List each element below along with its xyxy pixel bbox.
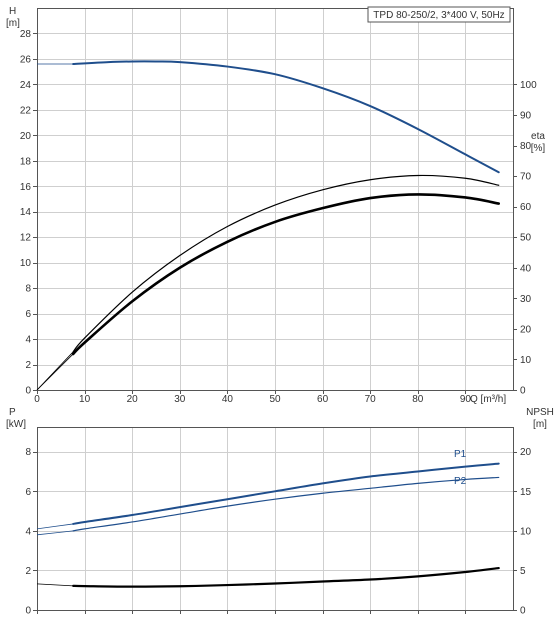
right-tick-label: 0 xyxy=(520,606,526,617)
left-tick-label: 26 xyxy=(20,54,32,65)
x-tick-label: 20 xyxy=(127,394,139,405)
left-tick-label: 4 xyxy=(25,526,31,537)
x-tick-label: 40 xyxy=(222,394,234,405)
right-axis-unit: [m] xyxy=(533,419,547,430)
left-axis-unit: [m] xyxy=(6,18,20,29)
left-tick-label: 22 xyxy=(20,105,32,116)
series-label: P2 xyxy=(454,476,467,487)
left-tick-label: 12 xyxy=(20,233,32,244)
series-line xyxy=(72,476,500,532)
right-axis-label: eta xyxy=(531,131,545,142)
left-tick-label: 24 xyxy=(20,80,32,91)
series-lead-in xyxy=(36,353,74,391)
right-tick-label: 50 xyxy=(520,233,532,244)
right-tick-label: 10 xyxy=(520,526,532,537)
right-tick-label: 80 xyxy=(520,141,532,152)
right-tick-label: 100 xyxy=(520,80,537,91)
x-tick-label: 30 xyxy=(174,394,186,405)
right-tick-label: 30 xyxy=(520,294,532,305)
left-tick-label: 28 xyxy=(20,29,32,40)
x-axis-label: Q [m³/h] xyxy=(470,394,506,405)
left-tick-label: 6 xyxy=(25,487,31,498)
left-tick-label: 0 xyxy=(25,386,31,397)
right-tick-label: 5 xyxy=(520,566,526,577)
left-tick-label: 8 xyxy=(25,284,31,295)
right-tick-label: 0 xyxy=(520,386,526,397)
title-box: TPD 80-250/2, 3*400 V, 50Hz xyxy=(367,6,511,23)
x-tick-label: 70 xyxy=(365,394,377,405)
left-tick-label: 8 xyxy=(25,447,31,458)
series-lead-in xyxy=(36,530,74,536)
plot-frame xyxy=(37,8,514,391)
right-tick-label: 15 xyxy=(520,487,532,498)
left-tick-label: 18 xyxy=(20,156,32,167)
x-tick-label: 0 xyxy=(34,394,40,405)
series-line xyxy=(72,462,500,525)
right-tick-label: 20 xyxy=(520,447,532,458)
x-tick-label: 80 xyxy=(412,394,424,405)
left-tick-label: 0 xyxy=(25,606,31,617)
x-tick-label: 60 xyxy=(317,394,329,405)
right-axis-unit: [%] xyxy=(531,143,546,154)
series-lead-in xyxy=(36,583,74,587)
left-tick-label: 2 xyxy=(25,566,31,577)
left-tick-label: 4 xyxy=(25,335,31,346)
left-tick-label: 2 xyxy=(25,360,31,371)
right-tick-label: 40 xyxy=(520,263,532,274)
lower-panel: 0 2 4 6 8 0 5 10 15 20 P[kW] NPSH[m] P1 P2 xyxy=(6,407,554,617)
left-tick-label: 20 xyxy=(20,131,32,142)
plot-frame xyxy=(37,427,514,611)
right-tick-label: 90 xyxy=(520,110,532,121)
right-tick-label: 20 xyxy=(520,324,532,335)
x-tick-label: 10 xyxy=(79,394,91,405)
left-tick-label: 10 xyxy=(20,258,32,269)
left-tick-label: 16 xyxy=(20,182,32,193)
series-line xyxy=(72,174,500,353)
right-tick-label: 10 xyxy=(520,355,532,366)
series-line xyxy=(71,193,501,356)
right-tick-label: 60 xyxy=(520,202,532,213)
series-line xyxy=(72,60,500,174)
series-line xyxy=(72,566,500,588)
left-axis-label: H xyxy=(9,6,16,17)
x-tick-label: 50 xyxy=(269,394,281,405)
left-axis-unit: [kW] xyxy=(6,419,26,430)
right-axis-label: NPSH xyxy=(526,407,554,418)
chart-title: TPD 80-250/2, 3*400 V, 50Hz xyxy=(373,10,504,21)
series-label: P1 xyxy=(454,449,467,460)
series-lead-in xyxy=(36,523,74,530)
x-tick-label: 90 xyxy=(460,394,472,405)
upper-panel: 0 10 20 30 40 50 60 70 80 90024681012141618202224… xyxy=(6,6,545,405)
left-tick-label: 14 xyxy=(20,207,32,218)
left-tick-label: 6 xyxy=(25,309,31,320)
right-tick-label: 70 xyxy=(520,172,532,183)
left-axis-label: P xyxy=(9,407,16,418)
